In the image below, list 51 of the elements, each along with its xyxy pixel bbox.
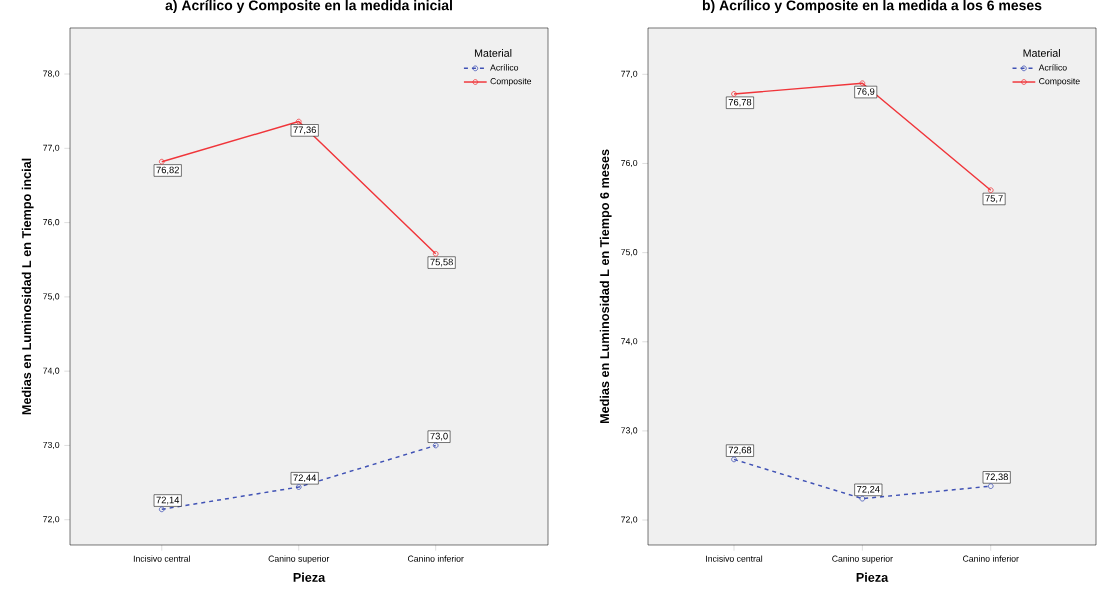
y-tick-label: 76,0 — [621, 159, 638, 168]
data-label: 72,24 — [857, 486, 880, 494]
x-tick-label: Canino superior — [832, 555, 893, 564]
data-label: 72,38 — [985, 473, 1008, 482]
y-tick-label: 75,0 — [43, 293, 60, 301]
data-label: 76,9 — [857, 88, 875, 96]
y-tick-label: 76,0 — [43, 219, 60, 227]
point — [731, 456, 737, 463]
y-tick-label: 74,0 — [43, 367, 60, 375]
data-label: 72,68 — [728, 446, 752, 455]
point — [295, 118, 302, 125]
legend-label: Composite — [490, 77, 532, 86]
point — [295, 484, 302, 490]
y-tick-label: 73,0 — [621, 427, 638, 435]
y-tick-label: 77,0 — [621, 70, 638, 78]
point — [987, 483, 994, 489]
chart-title: b) Acrílico y Composite en la medida a los 6 meses — [702, 0, 1042, 14]
data-label: 72,44 — [293, 474, 317, 483]
data-label: 76,82 — [156, 166, 179, 175]
legend-label: Acrílico — [1038, 64, 1067, 71]
y-tick-label: 74,0 — [621, 338, 638, 346]
x-tick-label: Canino superior — [268, 555, 330, 564]
y-axis-title: Medias en Luminosidad L en Tiempo incial — [21, 158, 34, 415]
point — [859, 80, 866, 87]
x-axis-title: Pieza — [856, 572, 889, 582]
y-tick-label: 72,0 — [43, 516, 60, 524]
y-tick-label: 77,0 — [43, 144, 60, 152]
x-tick-label: Canino inferior — [963, 555, 1019, 562]
legend-label: Composite — [1039, 77, 1080, 86]
legend-label: Acrílico — [490, 64, 519, 71]
x-tick-label: Canino inferior — [407, 555, 464, 562]
y-axis-title: Medias en Luminosidad L en Tiempo 6 meses — [599, 149, 612, 424]
point — [432, 442, 439, 449]
y-tick-label: 73,0 — [43, 441, 60, 450]
legend-title: Material — [1023, 49, 1060, 57]
data-label: 75,58 — [430, 258, 453, 267]
y-tick-label: 75,0 — [621, 249, 638, 257]
y-tick-label: 72,0 — [621, 516, 638, 524]
data-label: 72,14 — [156, 496, 180, 505]
legend-title: Material — [474, 49, 512, 57]
chart-title: a) Acrílico y Composite en la medida inicial — [165, 0, 452, 14]
data-label: 77,36 — [293, 126, 316, 135]
data-label: 75,7 — [985, 195, 1003, 203]
x-tick-label: Incisivo central — [133, 555, 190, 562]
x-tick-label: Incisivo central — [706, 555, 763, 562]
x-axis-title: Pieza — [293, 572, 326, 582]
data-label: 76,78 — [728, 98, 752, 107]
data-label: 73,0 — [430, 432, 448, 441]
point — [859, 495, 866, 502]
point — [158, 506, 165, 513]
y-tick-label: 78,0 — [43, 70, 60, 78]
